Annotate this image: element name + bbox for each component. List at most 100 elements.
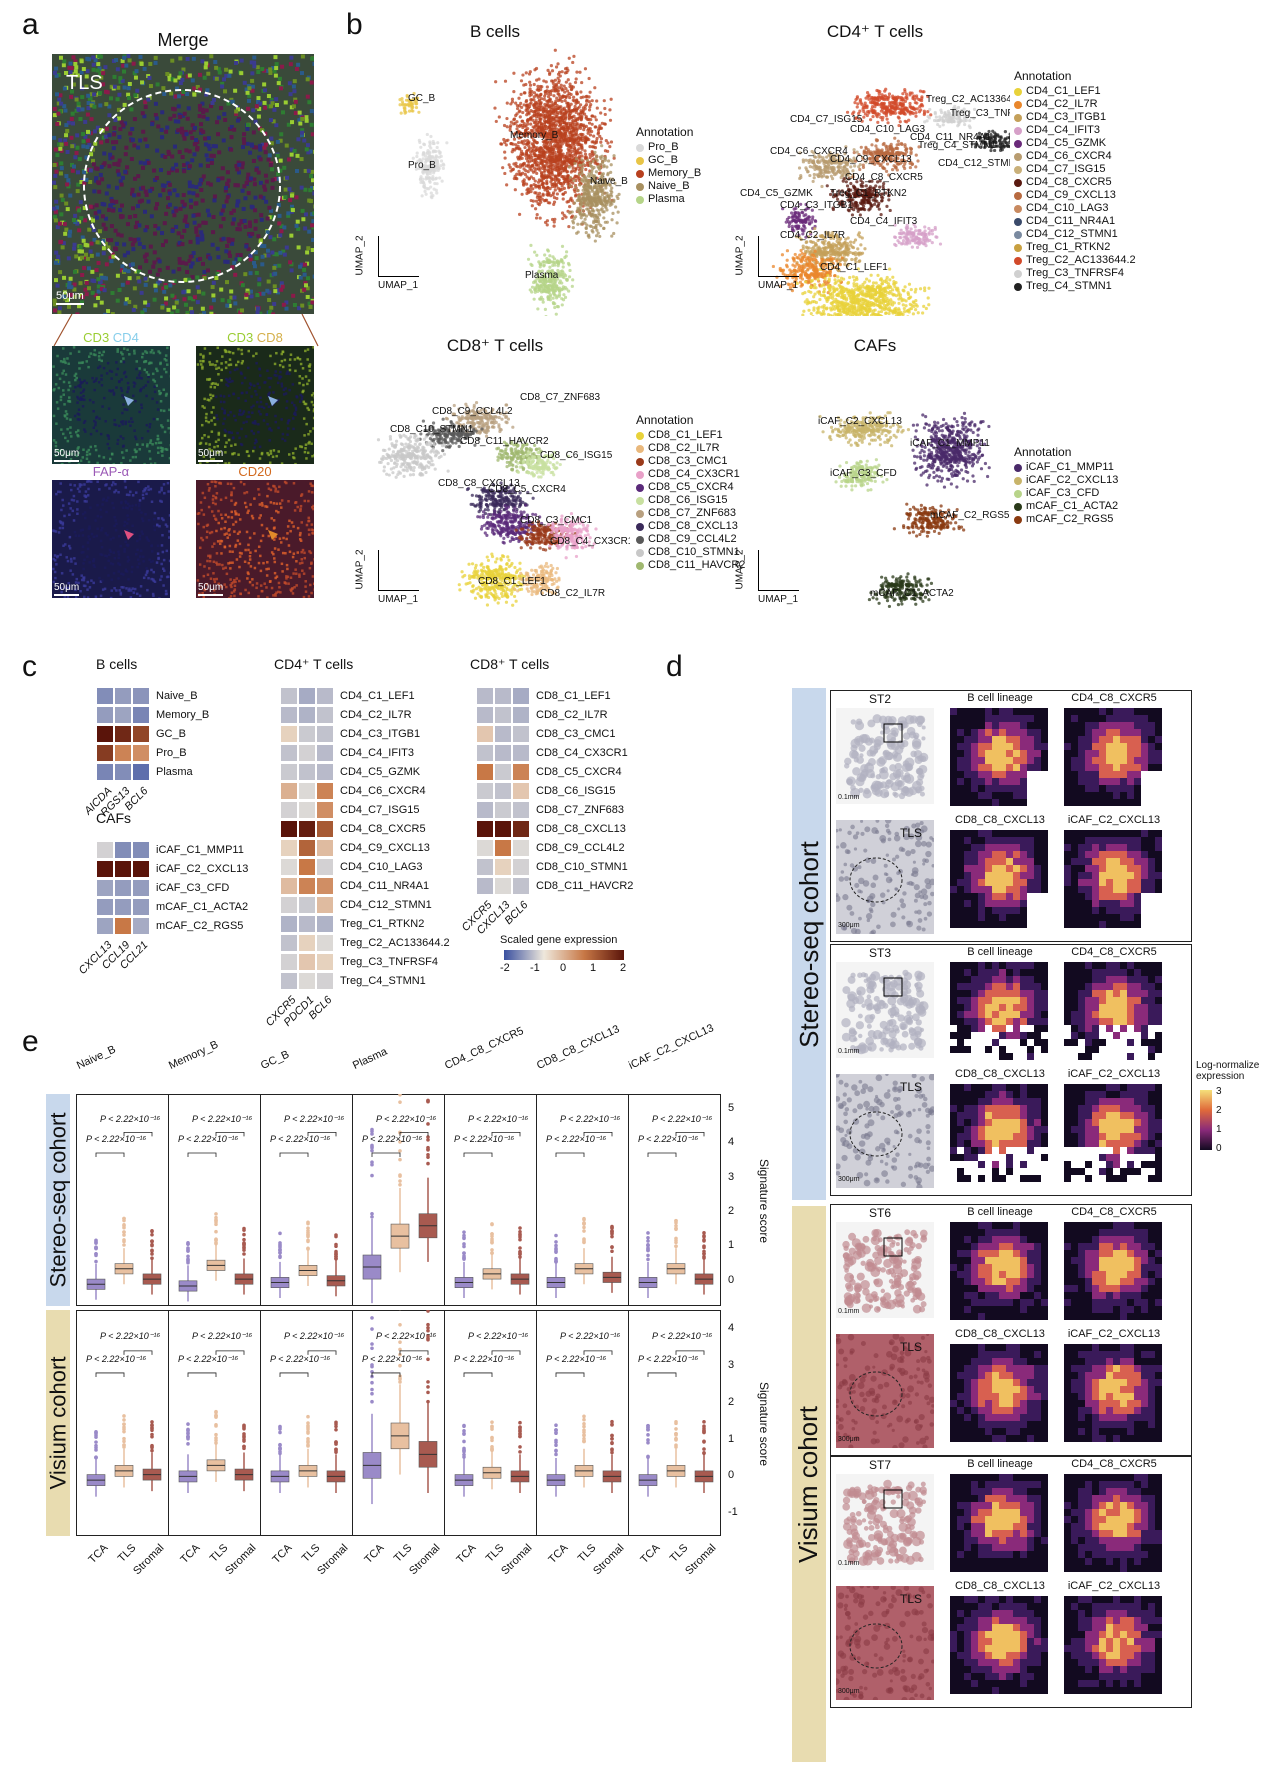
umap-point (551, 148, 555, 152)
merge-speck (143, 228, 148, 233)
merge-speck (114, 199, 119, 204)
umap-point (568, 95, 572, 100)
umap-point (568, 211, 572, 215)
umap-point (574, 157, 578, 161)
merge-speck (167, 152, 172, 157)
umap-point (567, 144, 571, 148)
merge-speck (267, 290, 272, 295)
merge-speck (245, 141, 250, 146)
merge-speck (53, 260, 58, 265)
merge-speck (90, 158, 95, 163)
merge-speck (138, 160, 143, 165)
merge-speck (180, 242, 185, 247)
merge-speck (93, 293, 98, 298)
merge-speck (143, 189, 148, 194)
umap-point (590, 178, 594, 183)
merge-speck (262, 100, 267, 105)
umap-point (590, 199, 595, 203)
umap-point (593, 239, 597, 243)
merge-speck (302, 262, 307, 267)
umap-point (565, 151, 570, 155)
merge-speck (223, 117, 228, 122)
merge-speck (184, 261, 189, 266)
merge-speck (136, 269, 141, 274)
umap-point (595, 208, 599, 212)
merge-speck (287, 187, 292, 192)
umap-point (575, 90, 579, 94)
umap-point (553, 105, 557, 109)
umap-point (552, 133, 557, 137)
umap-point (552, 202, 556, 207)
merge-speck (307, 301, 312, 306)
merge-speck (156, 226, 161, 231)
merge-speck (53, 147, 58, 152)
umap-point (550, 100, 554, 104)
merge-speck (187, 180, 192, 185)
merge-speck (269, 104, 274, 109)
umap-point (584, 226, 588, 230)
merge-speck (58, 146, 63, 151)
merge-speck (153, 113, 158, 118)
umap-point (594, 181, 598, 186)
umap-point (564, 164, 568, 169)
merge-speck (98, 172, 103, 177)
merge-speck (180, 154, 185, 159)
umap-point (579, 216, 583, 220)
umap-point (605, 202, 609, 206)
legend-item: Pro_B (636, 141, 701, 154)
umap-point (609, 194, 614, 198)
umap-point (576, 151, 580, 155)
merge-speck (153, 55, 158, 60)
merge-speck (120, 264, 125, 269)
umap-point (602, 210, 606, 214)
merge-speck (104, 262, 109, 267)
umap-point (544, 290, 548, 294)
umap-point (557, 129, 561, 133)
umap-point (551, 191, 556, 195)
umap-point (856, 102, 860, 106)
umap-point (548, 272, 552, 276)
umap-point (563, 90, 567, 94)
umap-point (573, 194, 578, 198)
merge-speck (205, 88, 210, 93)
merge-speck (153, 288, 158, 293)
umap-point (558, 94, 562, 98)
merge-speck (86, 93, 91, 98)
umap-point (839, 175, 843, 180)
umap-point (560, 114, 565, 118)
merge-speck (291, 293, 296, 298)
umap-point (536, 289, 540, 294)
merge-speck (108, 152, 113, 157)
merge-speck (141, 185, 146, 190)
merge-speck (220, 84, 225, 89)
merge-speck (187, 190, 192, 195)
umap-point (592, 185, 596, 189)
merge-speck (157, 279, 162, 284)
merge-speck (97, 189, 102, 194)
merge-speck (242, 184, 247, 189)
merge-speck (252, 64, 257, 69)
umap-point (576, 106, 580, 111)
umap-point (603, 156, 608, 160)
merge-speck (52, 215, 57, 220)
umap-point (504, 139, 509, 143)
umap-point (534, 191, 538, 195)
merge-speck (191, 191, 196, 196)
merge-speck (84, 74, 89, 79)
legend-swatch (636, 195, 644, 204)
umap-point (818, 166, 822, 170)
umap-point (608, 118, 613, 122)
umap-point (863, 112, 867, 116)
umap-point (594, 234, 599, 238)
merge-speck (172, 295, 177, 300)
umap-point (570, 210, 574, 214)
merge-speck (279, 281, 284, 286)
merge-speck (250, 84, 255, 89)
merge-speck (72, 242, 77, 247)
umap-point (564, 123, 568, 127)
merge-speck (146, 199, 151, 204)
merge-speck (155, 82, 160, 87)
merge-speck (267, 297, 272, 302)
merge-speck (235, 118, 240, 123)
merge-speck (163, 155, 168, 160)
